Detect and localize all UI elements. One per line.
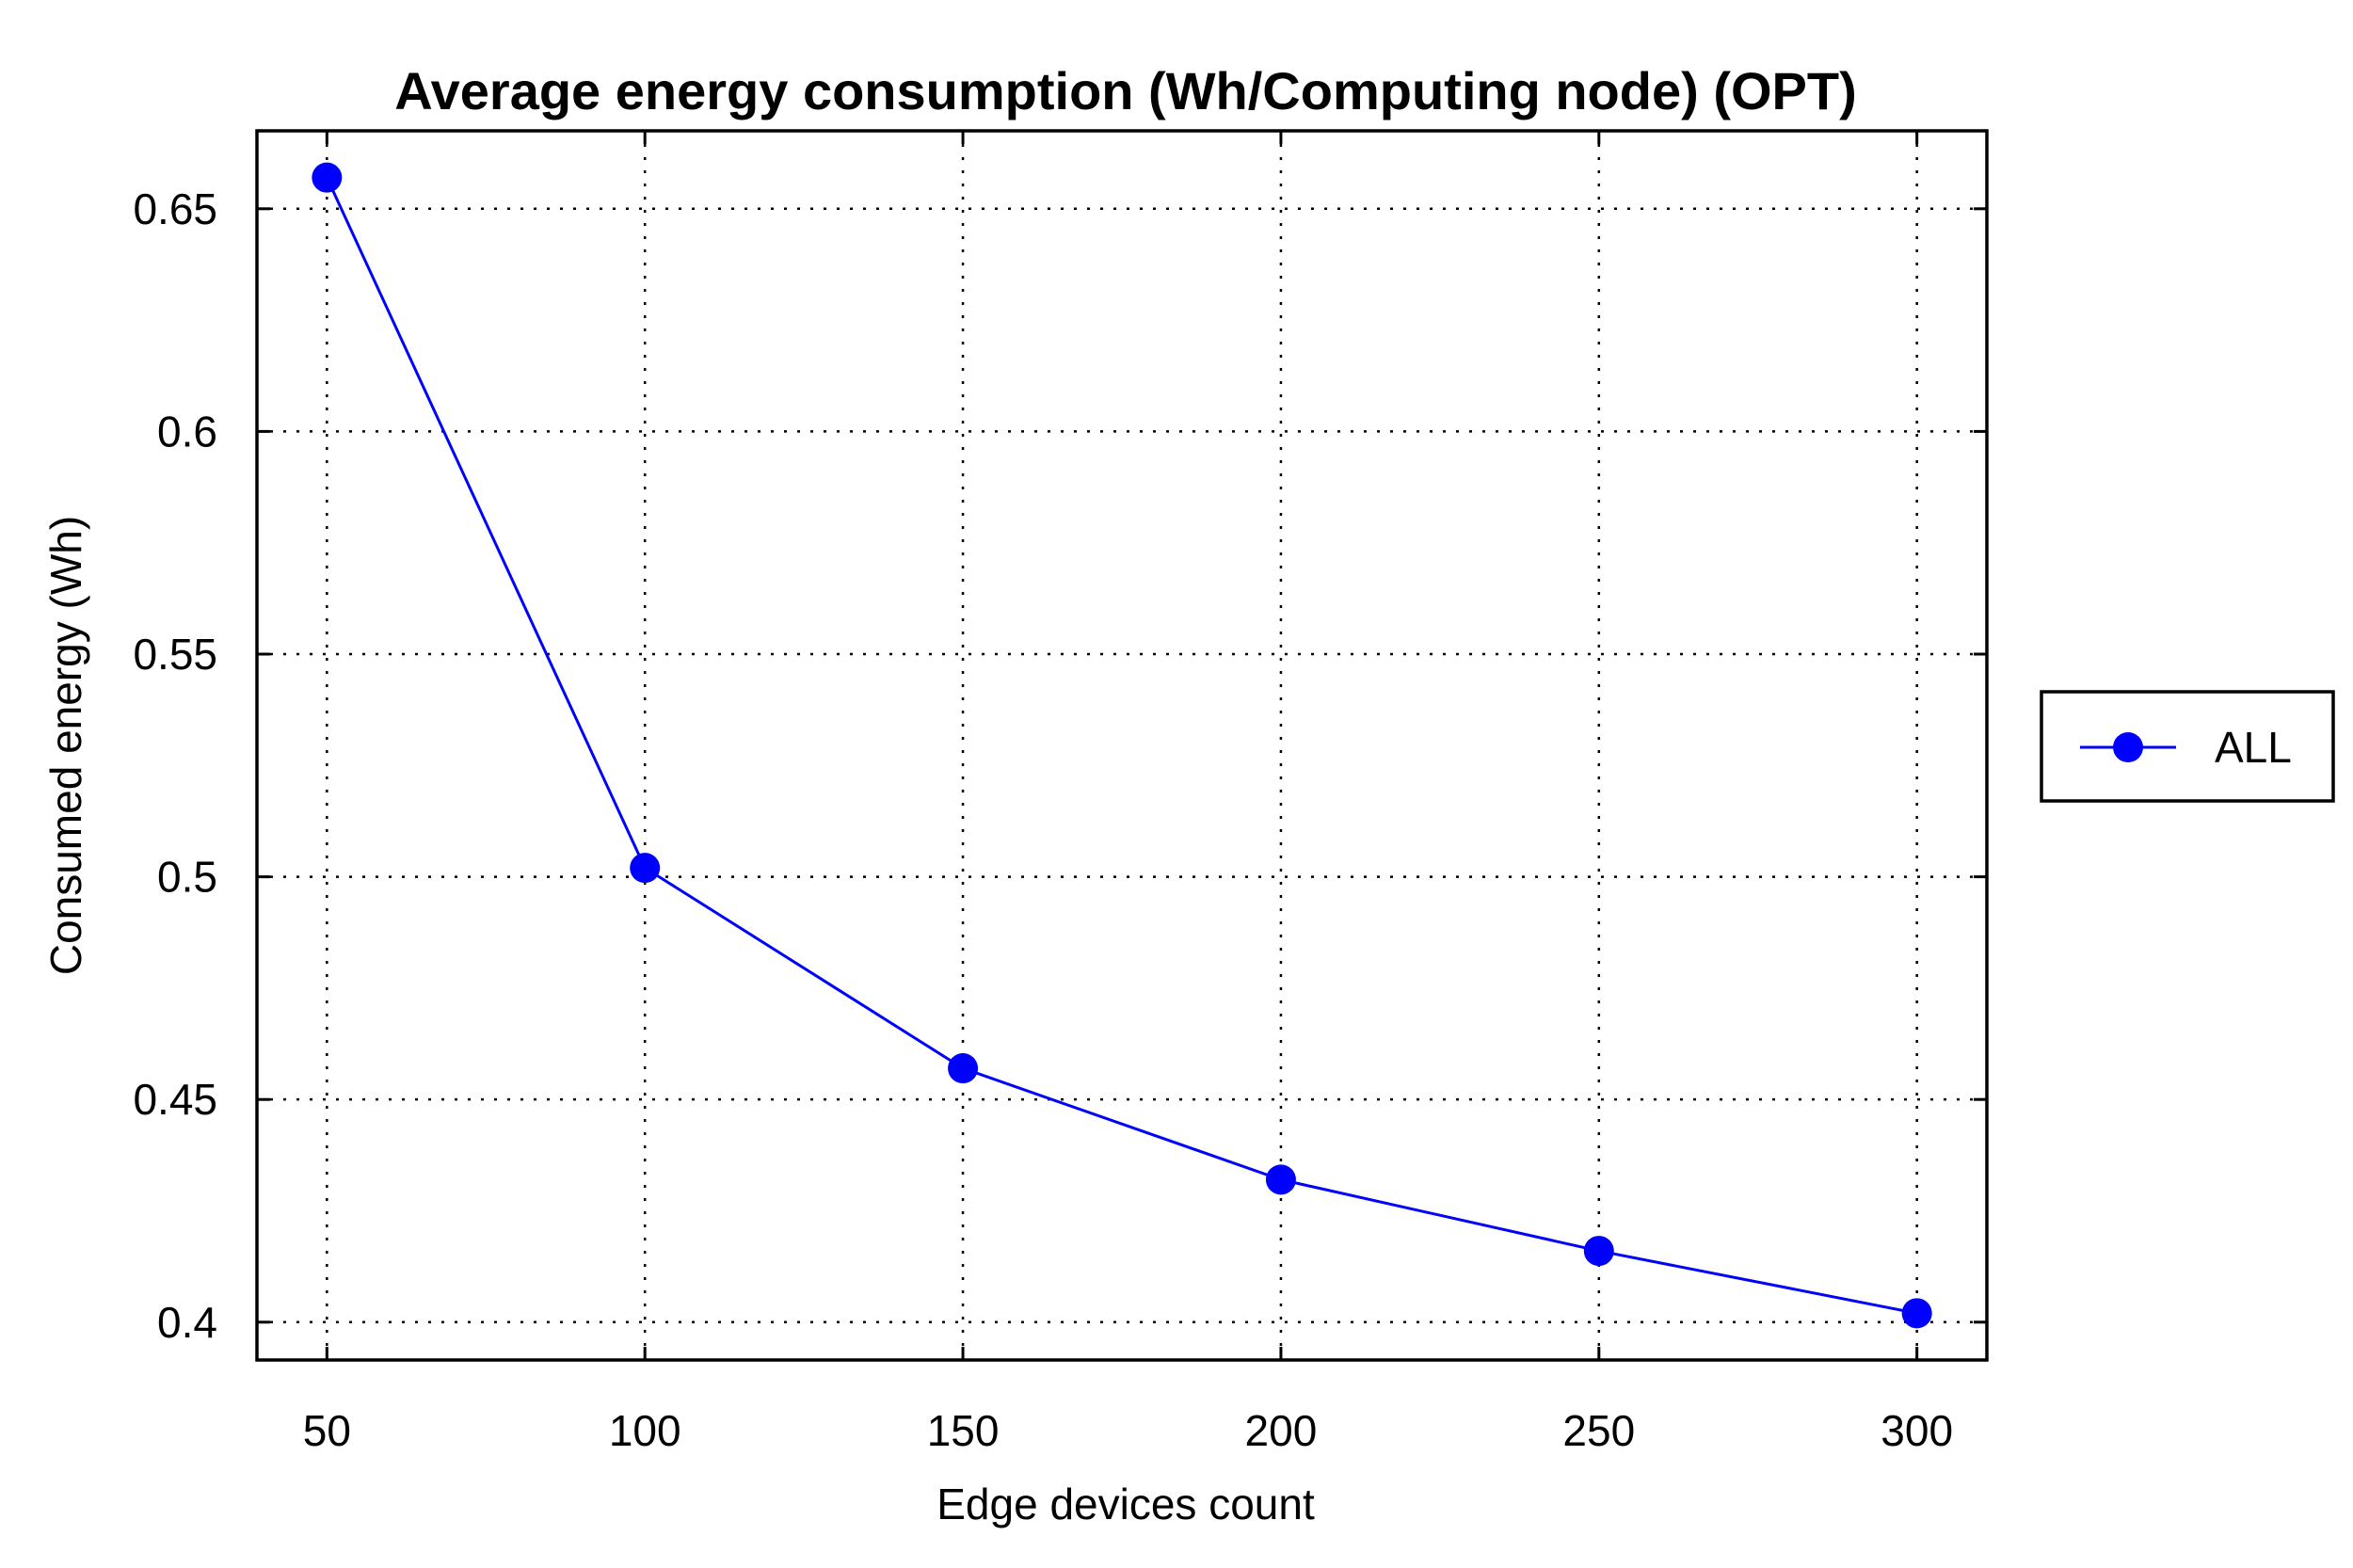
chart-title: Average energy consumption (Wh/Computing… <box>394 61 1856 120</box>
y-tick-label: 0.5 <box>157 853 217 902</box>
data-point <box>948 1053 979 1084</box>
legend-marker-all <box>2113 732 2143 762</box>
legend-box <box>2040 690 2335 803</box>
axis-ticks <box>257 131 1987 1360</box>
x-tick-label: 200 <box>1245 1406 1318 1455</box>
data-point <box>1583 1236 1614 1267</box>
x-tick-label: 100 <box>609 1406 681 1455</box>
y-tick-labels: 0.4 0.45 0.5 0.55 0.6 0.65 <box>133 184 217 1347</box>
y-tick-label: 0.45 <box>133 1075 217 1124</box>
y-tick-label: 0.55 <box>133 630 217 679</box>
y-tick-label: 0.4 <box>157 1298 217 1347</box>
plot-frame <box>255 129 1989 1362</box>
series <box>312 162 1932 1329</box>
y-axis-label: Consumed energy (Wh) <box>41 516 90 975</box>
x-tick-label: 150 <box>927 1406 1000 1455</box>
legend-label-all: ALL <box>2215 723 2292 772</box>
x-tick-labels: 50 100 150 200 250 300 <box>303 1406 1953 1455</box>
y-tick-label: 0.65 <box>133 184 217 233</box>
data-point <box>1901 1298 1932 1329</box>
legend: ALL <box>2040 690 2335 803</box>
x-axis-label: Edge devices count <box>936 1480 1315 1528</box>
data-point <box>1265 1164 1296 1195</box>
x-tick-label: 50 <box>303 1406 351 1455</box>
y-tick-label: 0.6 <box>157 407 217 456</box>
x-tick-label: 300 <box>1881 1406 1953 1455</box>
data-point <box>312 162 343 193</box>
x-tick-label: 250 <box>1562 1406 1635 1455</box>
series-line-all <box>325 177 1917 1315</box>
data-point <box>630 853 661 884</box>
